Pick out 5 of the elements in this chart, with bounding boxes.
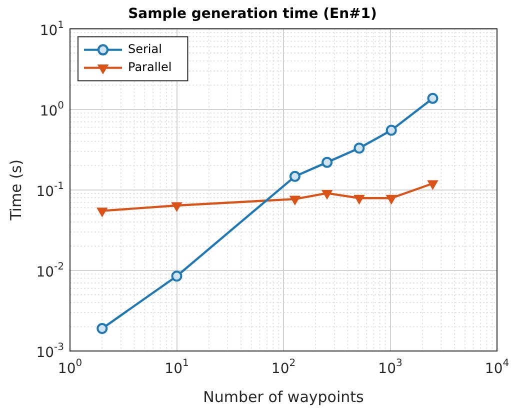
y-axis-title: Time (s) [6, 159, 25, 222]
x-axis-title: Number of waypoints [203, 388, 364, 406]
chart-title: Sample generation time (En#1) [128, 6, 377, 22]
legend-label: Parallel [128, 60, 172, 74]
legend-label: Serial [128, 42, 162, 56]
